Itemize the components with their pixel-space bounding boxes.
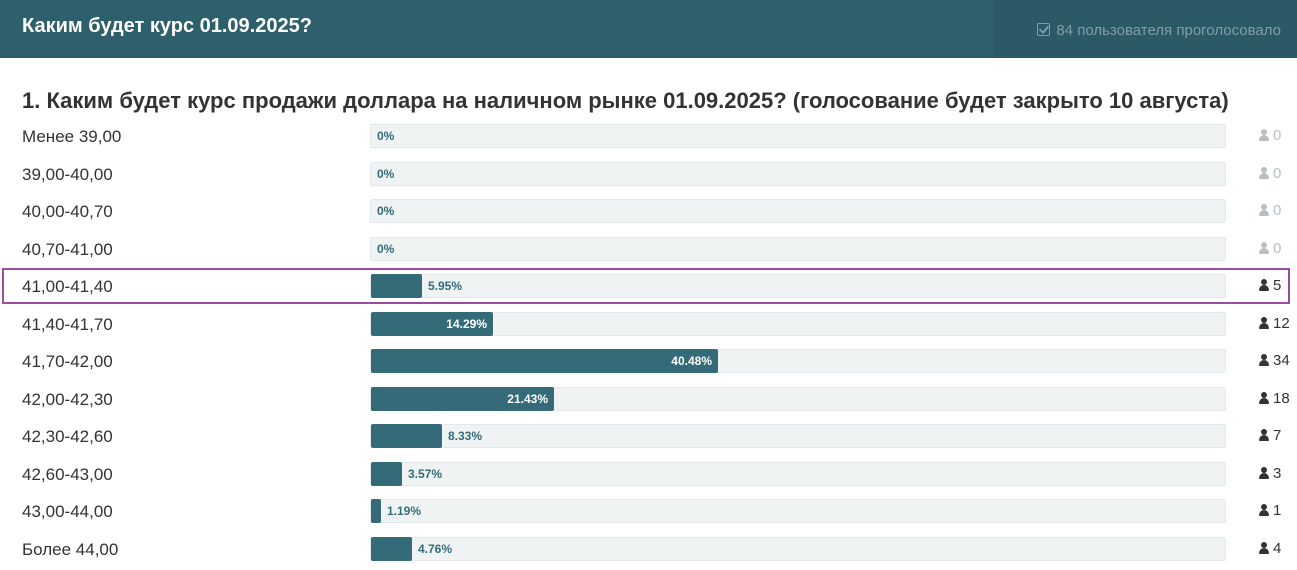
poll-option-row: Более 44,00 4.76% 4 bbox=[0, 534, 1297, 568]
user-icon bbox=[1259, 354, 1269, 366]
vote-count-number: 7 bbox=[1273, 427, 1282, 444]
result-bar-track: 1.19% bbox=[370, 499, 1226, 523]
question-title: 1. Каким будет курс продажи доллара на н… bbox=[22, 88, 1229, 113]
user-icon bbox=[1259, 466, 1269, 479]
vote-count-number: 4 bbox=[1273, 539, 1282, 557]
result-bar bbox=[371, 386, 554, 411]
vote-count-number: 3 bbox=[1273, 464, 1282, 482]
user-icon bbox=[1259, 391, 1269, 404]
vote-count: 5 bbox=[1259, 277, 1281, 294]
result-bar-track: 0% bbox=[370, 161, 1226, 186]
result-percent: 40.48% bbox=[671, 354, 712, 368]
vote-count: 3 bbox=[1259, 465, 1281, 482]
user-icon bbox=[1259, 241, 1269, 254]
vote-count-number: 0 bbox=[1273, 239, 1282, 257]
result-bar-track: 3.57% bbox=[370, 461, 1226, 486]
result-bar bbox=[371, 311, 493, 336]
poll-option-label: 42,30-42,60 bbox=[22, 427, 113, 446]
result-percent: 0% bbox=[377, 241, 395, 256]
result-bar-track: 21.43% bbox=[370, 386, 1226, 411]
poll-option-label: 42,60-43,00 bbox=[22, 464, 113, 484]
vote-count: 0 bbox=[1259, 240, 1281, 257]
poll-option-label: 41,40-41,70 bbox=[22, 314, 113, 334]
poll-option-label: 39,00-40,00 bbox=[22, 164, 113, 184]
vote-count: 0 bbox=[1259, 127, 1281, 144]
poll-option-row: 40,00-40,70 0% 0 bbox=[0, 196, 1297, 230]
user-icon bbox=[1259, 129, 1269, 141]
poll-option-label: 41,70-42,00 bbox=[22, 352, 113, 371]
poll-option-label: 40,00-40,70 bbox=[22, 202, 113, 221]
result-percent: 5.95% bbox=[428, 279, 463, 293]
poll-option-label: Менее 39,00 bbox=[22, 127, 122, 146]
result-percent: 8.33% bbox=[448, 429, 483, 443]
result-bar-track: 8.33% bbox=[370, 424, 1226, 448]
user-icon bbox=[1259, 541, 1269, 554]
result-percent: 0% bbox=[377, 166, 395, 181]
result-bar bbox=[371, 349, 718, 373]
result-bar bbox=[371, 499, 381, 523]
result-bar-track: 40.48% bbox=[370, 349, 1226, 373]
vote-count: 18 bbox=[1259, 390, 1290, 407]
poll-option-row: 42,60-43,00 3.57% 3 bbox=[0, 459, 1297, 493]
vote-count-number: 0 bbox=[1273, 127, 1282, 144]
poll-title: Каким будет курс 01.09.2025? bbox=[22, 15, 312, 37]
check-square-icon bbox=[1037, 23, 1051, 36]
result-percent: 1.19% bbox=[387, 504, 422, 518]
result-bar-track: 0% bbox=[370, 236, 1226, 261]
result-percent: 4.76% bbox=[418, 541, 453, 556]
user-icon bbox=[1259, 279, 1269, 291]
votes-count-tab: 84 пользователя проголосовало bbox=[994, 0, 1297, 58]
user-icon bbox=[1259, 316, 1269, 329]
result-percent: 0% bbox=[377, 204, 395, 218]
result-bar bbox=[371, 536, 412, 561]
result-bar-track: 5.95% bbox=[370, 274, 1226, 298]
votes-count-text: 84 пользователя проголосовало bbox=[1056, 22, 1281, 39]
vote-count-number: 18 bbox=[1273, 389, 1290, 407]
result-bar bbox=[371, 461, 402, 486]
result-bar-track: 0% bbox=[370, 199, 1226, 223]
poll-option-label: 41,00-41,40 bbox=[22, 277, 113, 296]
result-bar bbox=[371, 424, 442, 448]
user-icon bbox=[1259, 429, 1269, 441]
vote-count-number: 5 bbox=[1273, 277, 1282, 294]
poll-option-row: 43,00-44,00 1.19% 1 bbox=[0, 496, 1297, 530]
vote-count: 1 bbox=[1259, 502, 1281, 519]
vote-count-number: 12 bbox=[1273, 314, 1290, 332]
vote-count-number: 0 bbox=[1273, 202, 1282, 219]
vote-count: 34 bbox=[1259, 352, 1290, 369]
result-bar-track: 14.29% bbox=[370, 311, 1226, 336]
user-icon bbox=[1259, 166, 1269, 179]
vote-count: 12 bbox=[1259, 315, 1290, 332]
user-icon bbox=[1259, 204, 1269, 216]
poll-option-row: 42,30-42,60 8.33% 7 bbox=[0, 421, 1297, 455]
poll-option-label: 40,70-41,00 bbox=[22, 239, 113, 259]
poll-option-row: 39,00-40,00 0% 0 bbox=[0, 159, 1297, 193]
poll-option-label: 43,00-44,00 bbox=[22, 502, 113, 521]
result-percent: 14.29% bbox=[446, 316, 487, 331]
votes-count: 84 пользователя проголосовало bbox=[1037, 22, 1281, 39]
vote-count: 7 bbox=[1259, 427, 1281, 444]
poll-header: Каким будет курс 01.09.2025? 84 пользова… bbox=[0, 0, 1297, 58]
vote-count: 0 bbox=[1259, 165, 1281, 182]
vote-count: 0 bbox=[1259, 202, 1281, 219]
poll-option-row: 41,70-42,00 40.48% 34 bbox=[0, 346, 1297, 380]
poll-option-row: 40,70-41,00 0% 0 bbox=[0, 234, 1297, 268]
vote-count-number: 34 bbox=[1273, 352, 1290, 369]
vote-count-number: 1 bbox=[1273, 502, 1282, 519]
result-bar-track: 4.76% bbox=[370, 536, 1226, 561]
poll-option-label: 42,00-42,30 bbox=[22, 389, 113, 409]
result-percent: 0% bbox=[377, 129, 395, 143]
result-percent: 21.43% bbox=[507, 391, 548, 406]
poll-option-label: Более 44,00 bbox=[22, 539, 119, 559]
result-bar bbox=[371, 274, 422, 298]
result-percent: 3.57% bbox=[408, 466, 443, 481]
poll-option-row: 41,00-41,40 5.95% 5 bbox=[0, 271, 1297, 305]
vote-count-number: 0 bbox=[1273, 164, 1282, 182]
poll-option-row: 42,00-42,30 21.43% 18 bbox=[0, 384, 1297, 418]
result-bar-track: 0% bbox=[370, 124, 1226, 148]
user-icon bbox=[1259, 504, 1269, 516]
poll-option-row: Менее 39,00 0% 0 bbox=[0, 121, 1297, 155]
vote-count: 4 bbox=[1259, 540, 1281, 557]
poll-option-row: 41,40-41,70 14.29% 12 bbox=[0, 309, 1297, 343]
